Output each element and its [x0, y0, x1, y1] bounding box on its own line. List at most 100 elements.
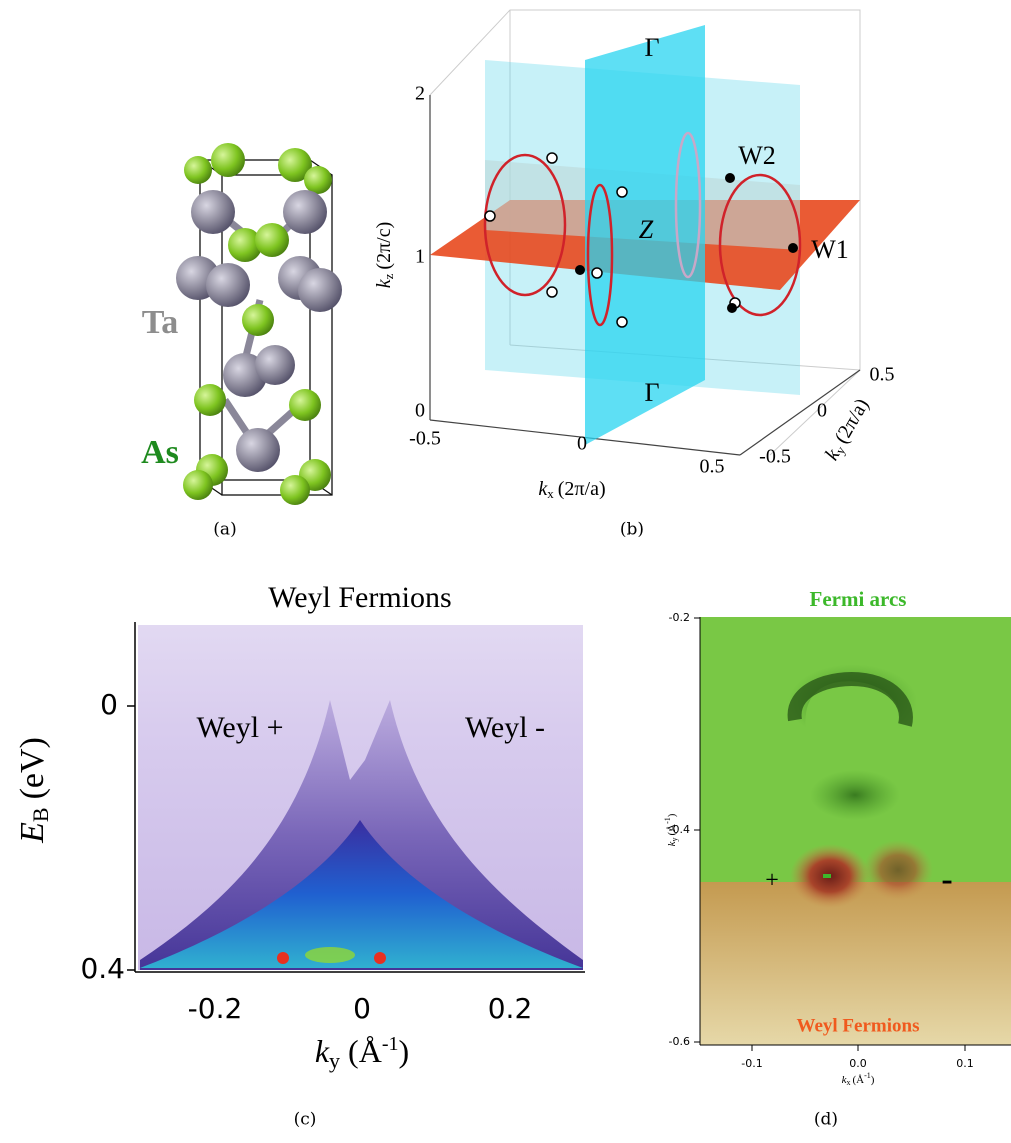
graphic-circle [211, 143, 245, 177]
graphic-circle [575, 265, 585, 275]
point-label: Γ [644, 33, 659, 62]
axis-symbol: k [315, 1033, 330, 1069]
axis-subscript: B [28, 807, 53, 822]
point-label: Γ [644, 378, 659, 407]
annotation: Weyl - [465, 711, 545, 744]
graphic-circle [304, 166, 332, 194]
graphic-circle [194, 384, 226, 416]
axis-unit: (2π/a) [558, 478, 606, 500]
axis-unit: ) [398, 1033, 409, 1069]
point-label: W1 [811, 235, 849, 264]
graphic-circle [236, 428, 280, 472]
graphic-circle [277, 952, 289, 964]
axis-subscript: x [547, 486, 554, 501]
graphic-circle [547, 153, 557, 163]
graphic-circle [547, 287, 557, 297]
graphic-circle [191, 190, 235, 234]
chart-title: Fermi arcs [810, 587, 907, 611]
graphic-circle [617, 317, 627, 327]
axis-unit: ) [871, 1074, 875, 1086]
tick-label: 0 [100, 688, 118, 721]
axis-label: ky(Å-1) [663, 813, 679, 846]
axis-unit: (Å [666, 824, 678, 836]
graphic-g: 0 1 2 [415, 83, 425, 422]
axis-subscript: x [846, 1078, 850, 1087]
point-label: W2 [738, 141, 776, 170]
tick-label: 0 [353, 992, 371, 1025]
graphic-circle [184, 156, 212, 184]
tick-label: 0 [577, 433, 587, 455]
graphic-circle [592, 268, 602, 278]
tick-label: 2 [415, 83, 425, 105]
axis-unit: (Å [348, 1033, 382, 1069]
figure: Ta As (a) 0 1 2 kz(2π/c) -0.5 0 0.5 -0.5… [0, 0, 1011, 1138]
graphic-circle [255, 223, 289, 257]
axis-label: ky(2π/a) [820, 395, 874, 465]
chart-title: Weyl Fermions [268, 581, 451, 614]
tick-label: 0 [817, 400, 827, 422]
graphic-ellipse [863, 840, 933, 900]
graphic-circle [289, 389, 321, 421]
graphic-circle [374, 952, 386, 964]
atom-label: As [141, 434, 179, 471]
axis-unit: (2π/a) [830, 395, 873, 447]
tick-label: -0.6 [669, 1035, 690, 1048]
graphic-circle [242, 304, 274, 336]
axis-unit: (2π/c) [373, 222, 395, 270]
graphic-circle [255, 345, 295, 385]
page: Ta As (a) 0 1 2 kz(2π/c) -0.5 0 0.5 -0.5… [0, 0, 1011, 1138]
axis-label: kx(2π/a) [538, 478, 605, 501]
fermi-arc-image [694, 617, 1011, 1051]
axis-unit: ) [666, 813, 678, 817]
graphic-circle [485, 211, 495, 221]
tick-label: -0.5 [759, 446, 791, 468]
graphic-circle [183, 470, 213, 500]
axis-unit: (Å [852, 1074, 864, 1086]
axis-unit: (eV) [14, 737, 51, 799]
tick-label: 0.5 [700, 456, 725, 478]
graphic-circle [283, 190, 327, 234]
chart-subtitle: Weyl Fermions [797, 1015, 920, 1036]
arpes-image [127, 622, 585, 972]
graphic-circle [788, 243, 798, 253]
graphic-circle [727, 303, 737, 313]
axis-superscript: -1 [382, 1033, 399, 1055]
axis-superscript: -1 [864, 1071, 871, 1080]
tick-label: 0.4 [80, 952, 125, 985]
axis-superscript: -1 [663, 817, 672, 824]
caption: (d) [814, 1110, 838, 1130]
annotation: Weyl + [197, 711, 284, 744]
point-label: Z [639, 215, 654, 244]
tick-label: 0.0 [849, 1057, 867, 1070]
annotation: - [941, 861, 952, 898]
caption: (b) [620, 520, 644, 540]
axis-label: EB (eV) [14, 737, 53, 844]
atom-label: Ta [142, 304, 179, 341]
axis-label: kz(2π/c) [373, 222, 396, 289]
graphic-ellipse [305, 947, 355, 963]
tick-label: 1 [415, 246, 425, 268]
tick-label: -0.2 [188, 992, 243, 1025]
axis-subscript: z [381, 273, 396, 279]
tick-label: 0 [415, 400, 425, 422]
tick-label: 0.2 [488, 992, 533, 1025]
graphic-rect [823, 874, 831, 878]
tick-label: 0.1 [956, 1057, 974, 1070]
tick-label: -0.1 [741, 1057, 762, 1070]
tick-label: 0.5 [870, 364, 895, 386]
axis-label: ky (Å-1) [315, 1033, 409, 1073]
caption: (a) [213, 520, 236, 540]
graphic-circle [617, 187, 627, 197]
axis-subscript: y [670, 838, 679, 842]
tick-label: -0.2 [669, 611, 690, 624]
graphic-circle [298, 268, 342, 312]
axis-symbol: E [14, 822, 51, 844]
graphic-ellipse [810, 770, 900, 820]
graphic-circle [206, 263, 250, 307]
tick-label: -0.5 [409, 428, 441, 450]
annotation: + [765, 868, 779, 894]
graphic-circle [280, 475, 310, 505]
caption: (c) [294, 1110, 317, 1130]
graphic-circle [725, 173, 735, 183]
axis-subscript: y [329, 1048, 340, 1073]
